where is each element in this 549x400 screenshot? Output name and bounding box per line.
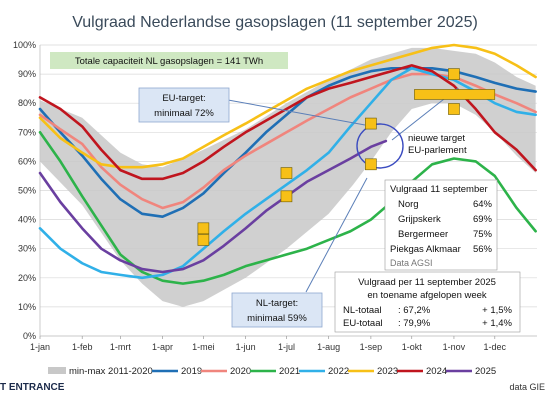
summary-table-box bbox=[334, 271, 521, 333]
series-line-2022 bbox=[38, 66, 537, 280]
target-marker bbox=[365, 158, 377, 171]
y-tick-label: 20% bbox=[18, 273, 36, 283]
summary-row-name: EU-totaal bbox=[343, 318, 383, 329]
summary-title-line2: en toename afgelopen week bbox=[367, 290, 487, 301]
x-tick-label: 1-sep bbox=[360, 342, 383, 352]
fill-row-value: 56% bbox=[473, 244, 493, 255]
series-line-2025 bbox=[38, 139, 388, 274]
legend-label: 2021 bbox=[279, 366, 300, 377]
target-marker bbox=[280, 190, 293, 203]
capacity-banner-text: Totale capaciteit NL gasopslagen = 141 T… bbox=[75, 56, 263, 67]
target-marker bbox=[197, 234, 210, 246]
summary-row-value: : 79,9% bbox=[398, 318, 431, 329]
x-tick-label: 1-jan bbox=[30, 342, 50, 352]
summary-row-change: + 1,5% bbox=[482, 305, 512, 316]
x-tick-label: 1-jun bbox=[236, 342, 256, 352]
eu-target-label: EU-target: bbox=[162, 93, 205, 104]
summary-title-line1: Vulgraad per 11 september 2025 bbox=[358, 277, 496, 288]
fill-row-value: 75% bbox=[473, 229, 493, 240]
fill-table-box bbox=[384, 179, 498, 271]
target-marker bbox=[280, 167, 293, 179]
legend-label: 2025 bbox=[475, 366, 496, 377]
y-tick-label: 30% bbox=[18, 244, 36, 254]
fill-table-title: Vulgraad 11 september bbox=[390, 184, 488, 195]
legend-label: 2024 bbox=[426, 366, 447, 377]
source-text: data GIE bbox=[509, 382, 545, 392]
new-target-bar bbox=[414, 89, 496, 100]
eu-target-arrow bbox=[227, 99, 366, 126]
legend-label: 2020 bbox=[230, 366, 251, 377]
target-marker bbox=[197, 222, 210, 235]
legend-label: 2022 bbox=[328, 366, 349, 377]
summary-row-change: + 1,4% bbox=[482, 318, 512, 329]
y-tick-label: 0% bbox=[23, 331, 36, 341]
fill-table-source: Data AGSI bbox=[390, 258, 433, 268]
series-line-2024 bbox=[38, 64, 537, 181]
y-tick-label: 10% bbox=[18, 302, 36, 312]
y-tick-label: 60% bbox=[18, 156, 36, 166]
legend-label: 2023 bbox=[377, 366, 398, 377]
x-tick-label: 1-jul bbox=[278, 342, 295, 352]
target-marker bbox=[448, 68, 460, 80]
new-target-sublabel: EU-parlement bbox=[408, 145, 467, 156]
fill-row-value: 69% bbox=[473, 214, 493, 225]
nl-target-label: NL-target: bbox=[256, 298, 298, 309]
fill-row-name: Bergermeer bbox=[398, 229, 448, 240]
y-tick-label: 40% bbox=[18, 215, 36, 225]
nl-target-value: minimaal 59% bbox=[247, 313, 307, 324]
y-tick-label: 90% bbox=[18, 69, 36, 79]
fill-row-name: Grijpskerk bbox=[398, 214, 441, 225]
eu-target-value: minimaal 72% bbox=[154, 108, 214, 119]
nl-target-box bbox=[231, 292, 323, 328]
fill-row-name: Norg bbox=[398, 199, 419, 210]
legend-label: min-max 2011-2020 bbox=[69, 366, 153, 377]
eu-target-box bbox=[138, 87, 230, 123]
fill-row-value: 64% bbox=[473, 199, 493, 210]
x-tick-label: 1-apr bbox=[152, 342, 173, 352]
x-tick-label: 1-feb bbox=[72, 342, 93, 352]
chart-title: Vulgraad Nederlandse gasopslagen (11 sep… bbox=[72, 14, 478, 31]
new-target-label: nieuwe target bbox=[408, 133, 465, 144]
y-tick-label: 50% bbox=[18, 186, 36, 196]
capacity-banner-bg bbox=[50, 52, 288, 69]
legend: min-max 2011-2020 2019 2020 2021 2022 2023 202… bbox=[48, 366, 496, 377]
summary-row-value: : 67,2% bbox=[398, 305, 431, 316]
x-tick-label: 1-nov bbox=[443, 342, 466, 352]
summary-table-rows: NL-totaal : 67,2% + 1,5% EU-totaal : 79,9% + … bbox=[343, 305, 513, 329]
nl-target-arrow bbox=[305, 177, 368, 293]
x-tick-label: 1-okt bbox=[402, 342, 423, 352]
x-tick-label: 1-dec bbox=[484, 342, 507, 352]
marker-layer bbox=[197, 68, 496, 246]
y-axis: 0% 10% 20% 30% 40% 50% 60% 70% 80% 90% 100% bbox=[13, 40, 36, 341]
x-tick-label: 1-mei bbox=[192, 342, 215, 352]
fill-table-rows: Norg 64% Grijpskerk 69% Bergermeer 75% Piekgas… bbox=[390, 199, 493, 255]
series-line-2021 bbox=[38, 131, 537, 285]
x-tick-label: 1-aug bbox=[317, 342, 340, 352]
highlight-circle bbox=[356, 123, 404, 169]
y-tick-label: 80% bbox=[18, 98, 36, 108]
x-axis: 1-jan 1-feb 1-mrt 1-apr 1-mei 1-jun 1-jul 1-aug… bbox=[30, 336, 507, 352]
logo-text: T ENTRANCE bbox=[0, 382, 65, 393]
summary-row-name: NL-totaal bbox=[343, 305, 382, 316]
y-tick-label: 70% bbox=[18, 127, 36, 137]
y-tick-label: 100% bbox=[13, 40, 36, 50]
target-marker bbox=[448, 103, 460, 115]
x-tick-label: 1-mrt bbox=[110, 342, 131, 352]
series-line-2023 bbox=[38, 43, 537, 169]
target-marker bbox=[365, 117, 377, 130]
legend-label: 2019 bbox=[181, 366, 202, 377]
legend-swatch bbox=[48, 367, 66, 374]
fill-row-name: Piekgas Alkmaar bbox=[390, 244, 461, 255]
